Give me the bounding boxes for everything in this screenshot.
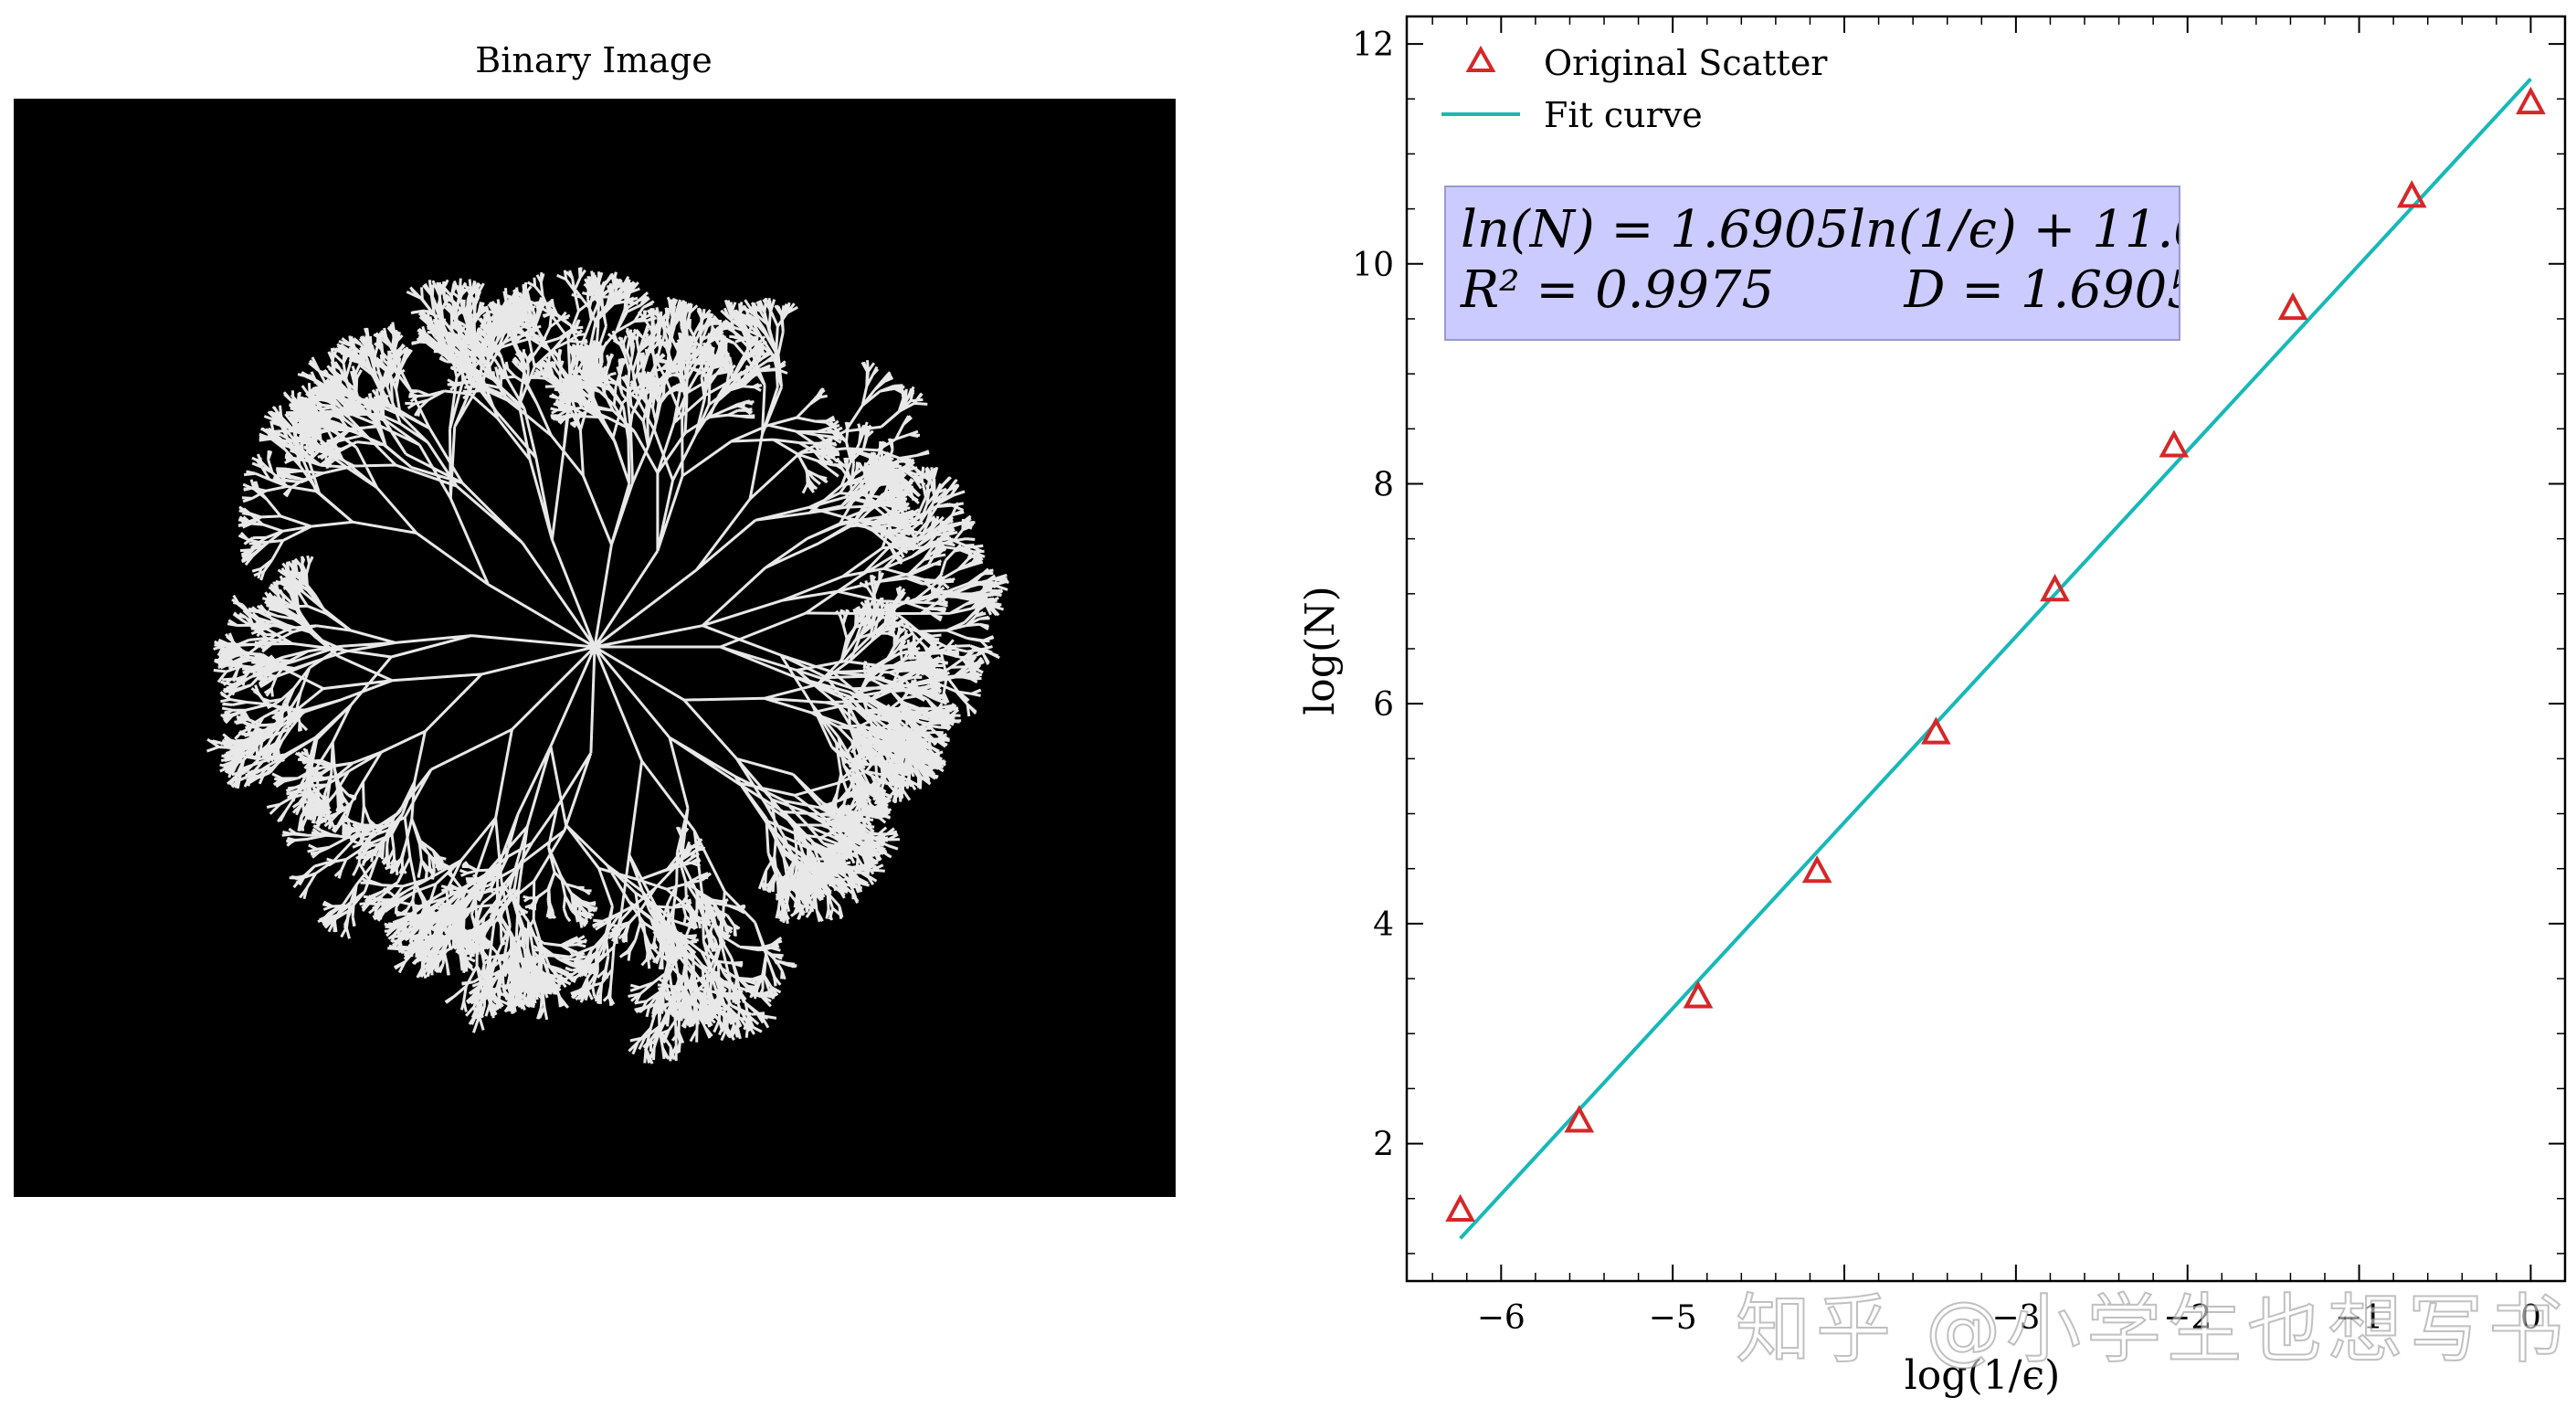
x-tick-label: −5 <box>1649 1299 1697 1337</box>
x-tick-label: −6 <box>1477 1299 1526 1337</box>
y-tick-label: 10 <box>1352 247 1394 284</box>
scatter-point <box>2516 86 2546 115</box>
x-tick-label: 0 <box>2520 1299 2541 1337</box>
scatter-point <box>1920 716 1951 745</box>
y-axis-label: log(N) <box>1297 586 1344 715</box>
fit-annotation-box: ln(N) = 1.6905ln(1/ϵ) + 11.6822R² = 0.99… <box>1444 185 2180 341</box>
legend-label-original-scatter: Original Scatter <box>1544 43 1828 83</box>
scatter-point <box>1445 1193 1475 1222</box>
scatter-point <box>1683 980 1714 1009</box>
dla-fractal-picture <box>206 267 1009 1064</box>
fractal-branches <box>206 267 1009 1064</box>
y-tick-label: 8 <box>1373 466 1394 503</box>
fit-equation: ln(N) = 1.6905ln(1/ϵ) + 11.6822 <box>1461 200 2179 259</box>
scatter-point <box>1564 1105 1595 1133</box>
x-axis-label-text: log(1/ϵ) <box>1905 1352 2061 1399</box>
y-tick-label: 2 <box>1373 1127 1394 1164</box>
scatter-point <box>2159 429 2190 458</box>
scatter-point <box>2396 180 2427 208</box>
binary-image <box>14 99 1176 1197</box>
y-tick-label: 12 <box>1352 26 1394 64</box>
scatter-point <box>1801 855 1832 884</box>
y-tick-label: 6 <box>1373 686 1394 724</box>
y-tick-label: 4 <box>1373 906 1394 944</box>
x-tick-label: −2 <box>2163 1299 2212 1337</box>
x-axis-label: log(1/ϵ) <box>1905 1352 2061 1399</box>
x-tick-label: −3 <box>1991 1299 2040 1337</box>
fit-statistics: R² = 0.9975 D = 1.6905 <box>1461 260 2180 320</box>
legend-label-fit-curve: Fit curve <box>1544 95 1703 135</box>
fit-curve-line <box>1459 78 2532 1240</box>
binary-image-title: Binary Image <box>475 40 713 80</box>
scatter-point <box>2040 574 2070 602</box>
x-tick-label: −1 <box>2335 1299 2383 1337</box>
legend-marker-original-scatter <box>1465 45 1496 72</box>
y-axis-label-text: log(N) <box>1297 586 1344 715</box>
legend: Original Scatter Fit curve <box>1441 43 1828 135</box>
scatter-point <box>2277 291 2308 321</box>
